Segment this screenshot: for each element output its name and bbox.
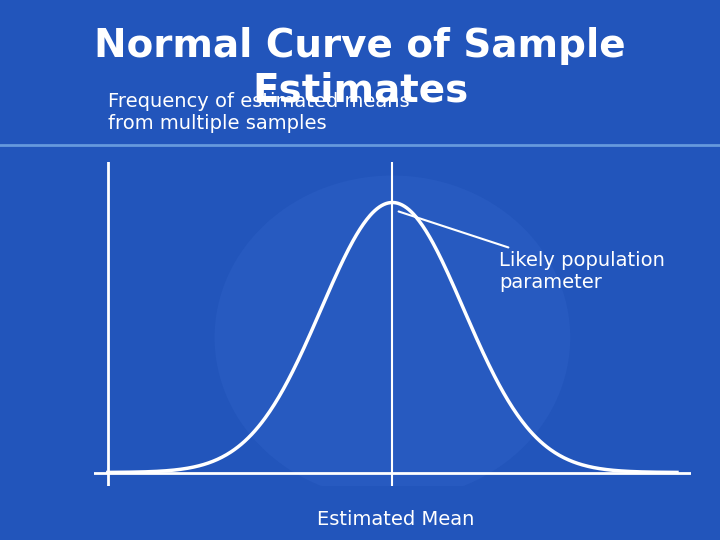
Text: Likely population
parameter: Likely population parameter: [399, 212, 665, 292]
Text: Estimated Mean: Estimated Mean: [318, 510, 474, 529]
Text: Normal Curve of Sample
Estimates: Normal Curve of Sample Estimates: [94, 27, 626, 109]
Ellipse shape: [215, 176, 570, 500]
Text: Frequency of estimated means
from multiple samples: Frequency of estimated means from multip…: [108, 92, 410, 133]
